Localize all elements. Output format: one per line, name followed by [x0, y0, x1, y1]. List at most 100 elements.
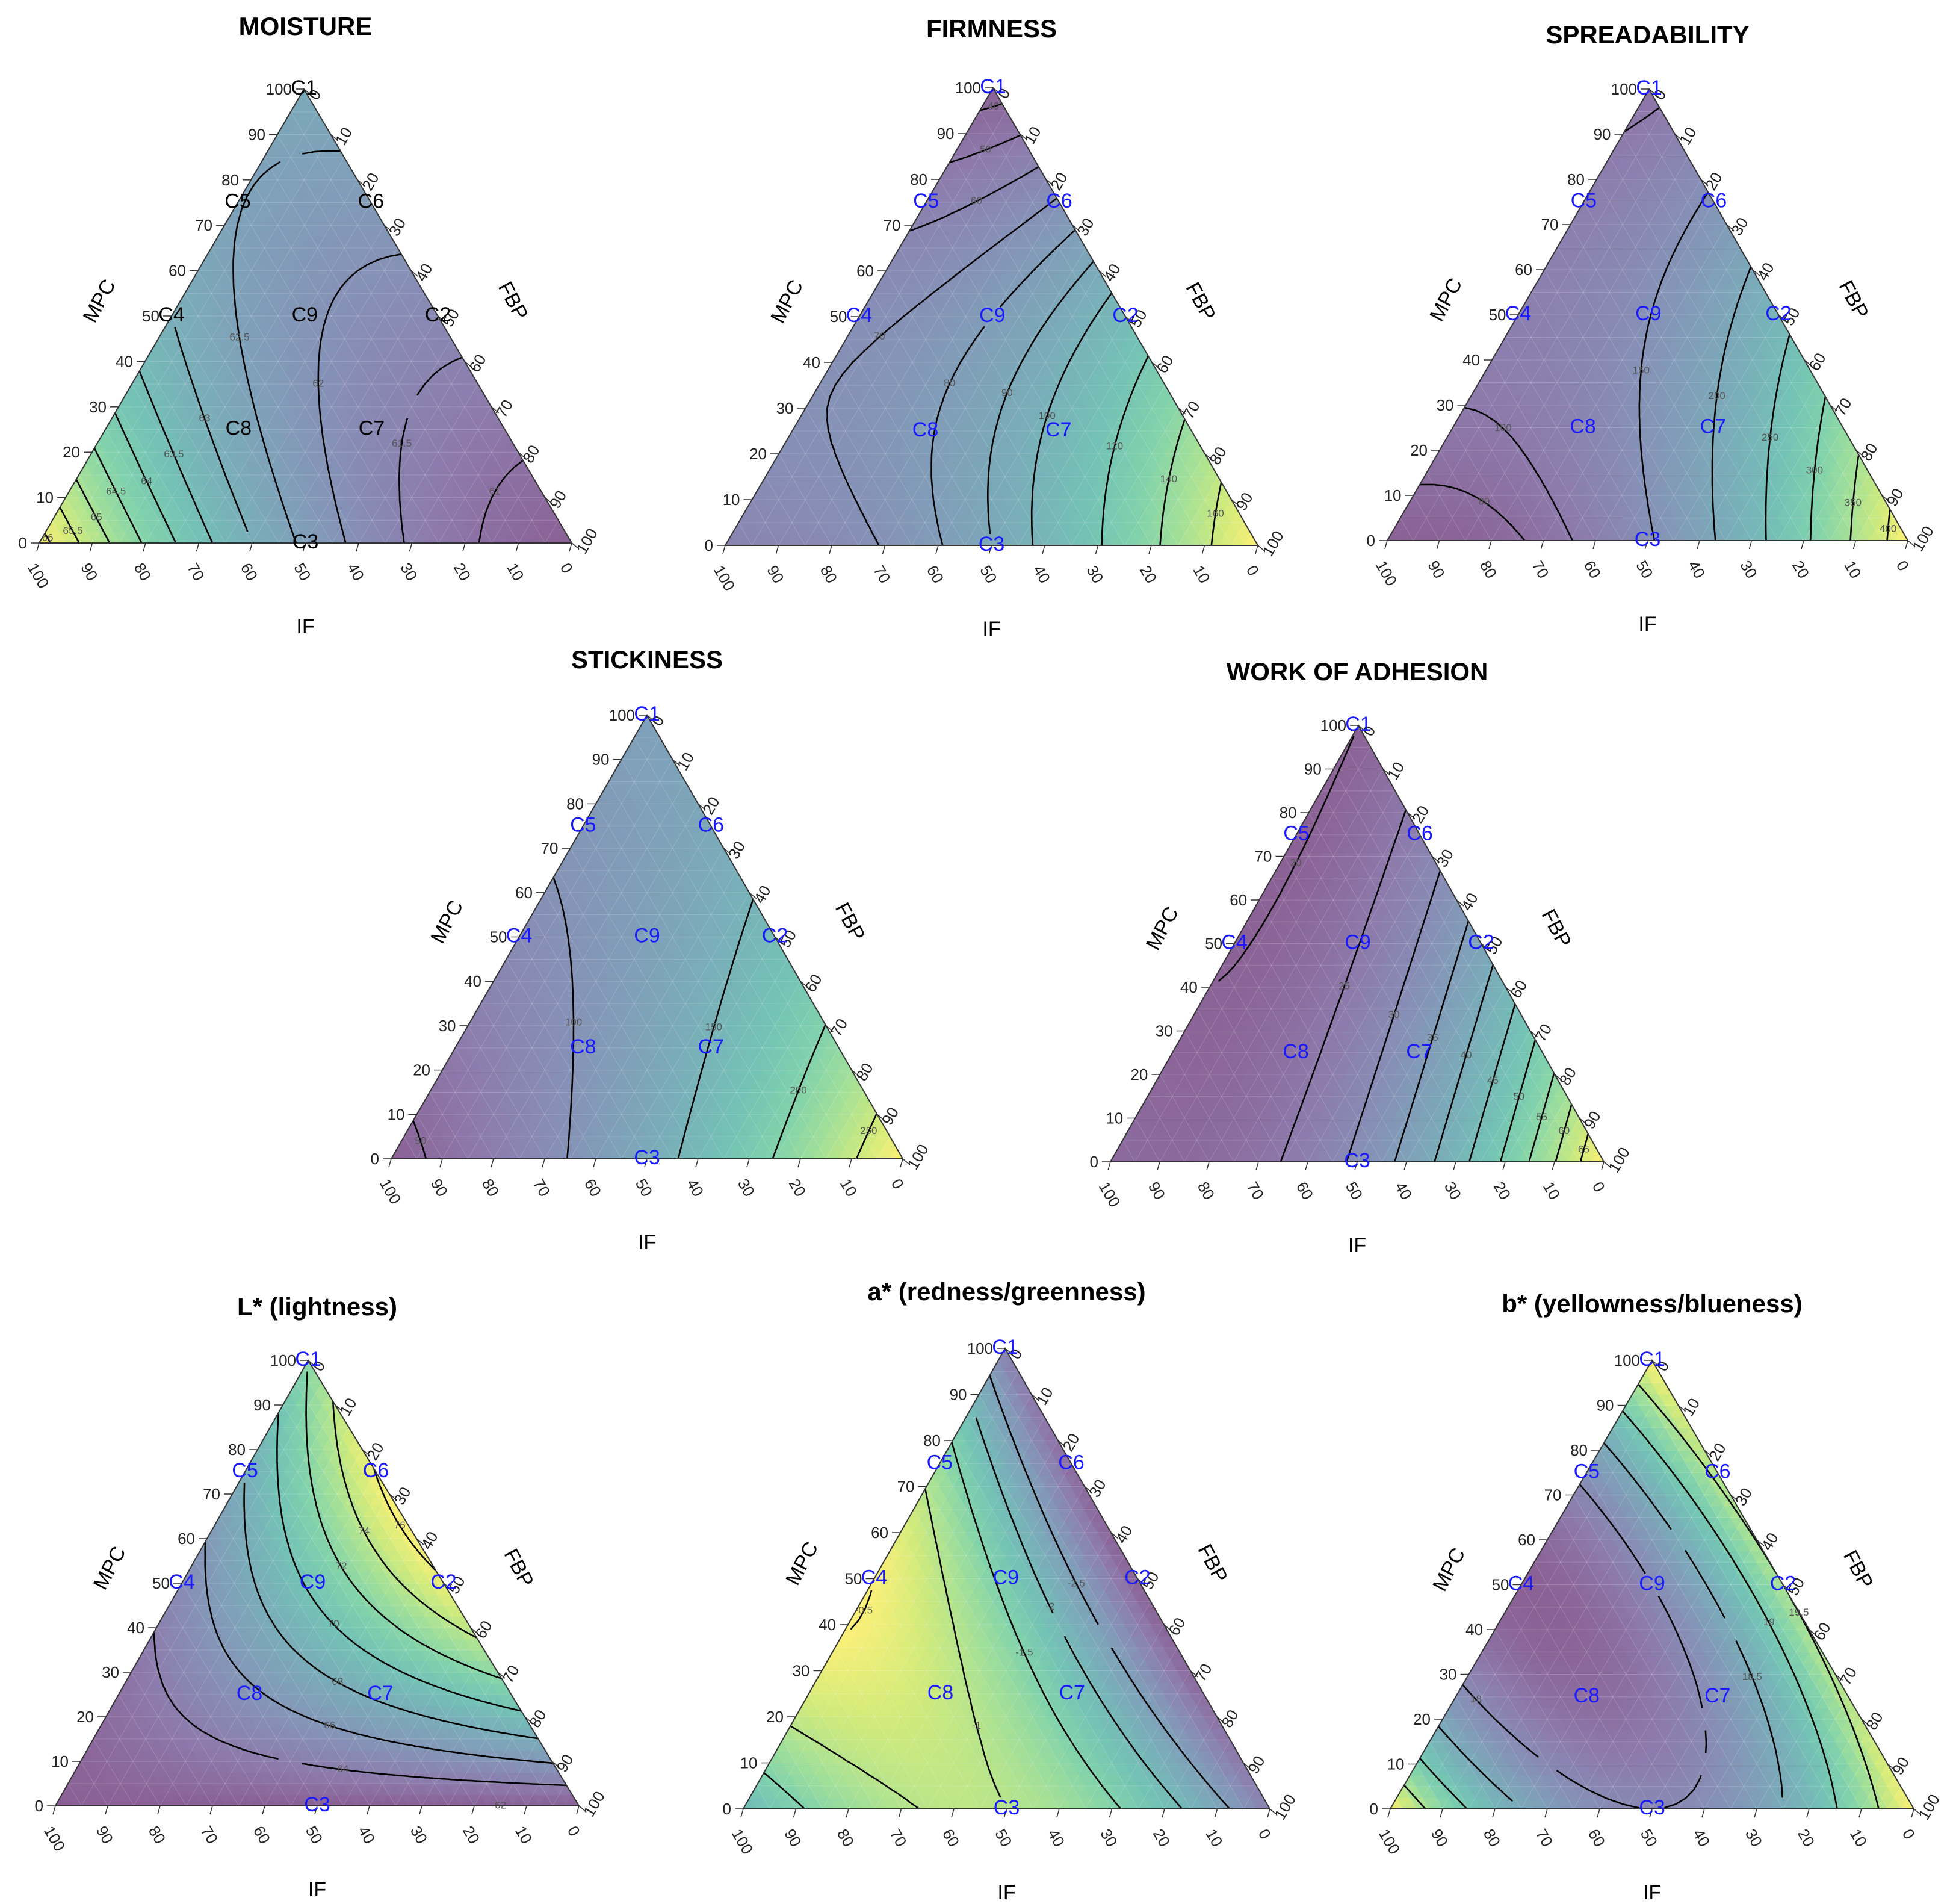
- ternary-panel-3: 8010015020025030035040000010101020202030…: [1367, 20, 1937, 636]
- tick-mark: [1148, 545, 1152, 554]
- tick-mark: [491, 406, 499, 414]
- ternary-panel-2: 4050607080901001201401600001010102020203…: [705, 14, 1287, 640]
- tick-mark: [330, 134, 338, 141]
- tick-label-mpc: 90: [937, 125, 955, 143]
- contour-label: 66: [42, 532, 54, 543]
- tick-mark: [1095, 545, 1099, 554]
- tick-label-if: 70: [870, 562, 894, 586]
- axis-name-left: MPC: [79, 276, 120, 327]
- contour-label: 120: [1106, 440, 1123, 451]
- gridline: [290, 111, 546, 544]
- gridline: [252, 270, 412, 544]
- tick-label-if: 50: [976, 562, 1000, 586]
- contour-label: 40: [988, 100, 999, 111]
- tick-mark: [1255, 545, 1258, 554]
- gridline: [438, 429, 506, 544]
- gridline: [145, 179, 358, 544]
- gridline: [105, 429, 173, 544]
- tick-label-if: 80: [817, 562, 841, 586]
- contour-label: 62.5: [229, 332, 249, 343]
- tick-mark: [357, 179, 365, 187]
- gridline: [118, 406, 199, 544]
- axis-name-bottom: IF: [982, 618, 1000, 640]
- design-point-c8: C8: [912, 418, 938, 441]
- design-point-c7: C7: [1045, 418, 1071, 441]
- design-point-c1: C1: [980, 75, 1006, 98]
- tick-mark: [775, 545, 779, 554]
- tick-label-mpc: 90: [248, 125, 265, 143]
- contour-label: 65: [91, 512, 102, 523]
- contour-label: 64: [141, 475, 152, 486]
- contour-label: 70: [874, 330, 885, 342]
- tick-label-mpc: 100: [266, 80, 292, 98]
- gridline: [237, 202, 439, 544]
- tick-label-if: 100: [24, 560, 53, 592]
- tick-label-if: 20: [1136, 562, 1160, 586]
- tick-label-if: 70: [184, 560, 208, 584]
- gridline: [358, 361, 465, 544]
- gridline: [211, 247, 386, 544]
- tick-label-mpc: 30: [776, 399, 794, 417]
- tick-label-mpc: 10: [36, 489, 54, 507]
- tick-label-fbp: 100: [1258, 527, 1287, 559]
- tick-mark: [409, 542, 413, 552]
- tick-label-mpc: 60: [856, 262, 874, 280]
- tick-label-if: 40: [344, 560, 368, 584]
- tick-label-mpc: 80: [221, 171, 239, 189]
- design-point-c3: C3: [979, 533, 1004, 556]
- gridline: [545, 520, 559, 544]
- contour-label: 160: [1207, 508, 1224, 519]
- design-point-c1: C1: [291, 76, 317, 99]
- tick-mark: [464, 361, 472, 368]
- design-point-c2: C2: [425, 303, 451, 326]
- tick-label-mpc: 10: [723, 491, 740, 509]
- tick-mark: [1042, 545, 1045, 554]
- tick-label-if: 60: [923, 562, 947, 586]
- gridline: [52, 520, 66, 544]
- contour-label: 63.5: [164, 448, 184, 460]
- contour-line: [232, 150, 341, 543]
- contour-line: [114, 412, 177, 543]
- tick-mark: [143, 542, 146, 552]
- axis-name-bottom: IF: [296, 615, 314, 638]
- tick-label-if: 90: [77, 560, 101, 584]
- axis-name-right: FBP: [1181, 279, 1220, 324]
- design-point-c6: C6: [358, 190, 384, 212]
- gridline: [197, 270, 359, 544]
- contour-label: 50: [980, 144, 991, 155]
- tick-label-if: 40: [1030, 562, 1054, 586]
- design-point-c3: C3: [292, 530, 318, 553]
- tick-label-if: 80: [131, 560, 155, 584]
- tick-label-mpc: 70: [884, 216, 901, 234]
- tick-mark: [935, 545, 939, 554]
- gridline: [119, 157, 345, 544]
- gridline: [172, 202, 371, 544]
- tick-mark: [515, 542, 519, 552]
- tick-mark: [356, 542, 359, 552]
- tick-mark: [36, 542, 40, 552]
- gridline: [277, 134, 519, 544]
- gridline: [278, 293, 425, 544]
- contour-line: [317, 253, 402, 543]
- tick-label-if: 90: [763, 562, 787, 586]
- design-point-c9: C9: [979, 304, 1005, 327]
- design-point-c4: C4: [846, 304, 872, 327]
- gridline: [305, 315, 438, 544]
- tick-mark: [196, 542, 200, 552]
- contour-line: [93, 448, 143, 543]
- tick-mark: [462, 542, 466, 552]
- gridline: [184, 293, 333, 544]
- axis-ticks: [31, 88, 580, 552]
- gridline: [518, 497, 545, 544]
- contour-label: 140: [1160, 473, 1177, 485]
- contour-line: [75, 479, 111, 543]
- tick-label-mpc: 30: [89, 398, 107, 416]
- gridline: [65, 497, 93, 544]
- tick-mark: [89, 542, 93, 552]
- tick-label-mpc: 0: [19, 534, 27, 552]
- tick-label-if: 20: [450, 560, 474, 584]
- heatmap-surface: [39, 89, 572, 543]
- tick-label-mpc: 20: [749, 445, 767, 463]
- tick-label-if: 0: [1243, 562, 1263, 579]
- gridline: [78, 474, 120, 544]
